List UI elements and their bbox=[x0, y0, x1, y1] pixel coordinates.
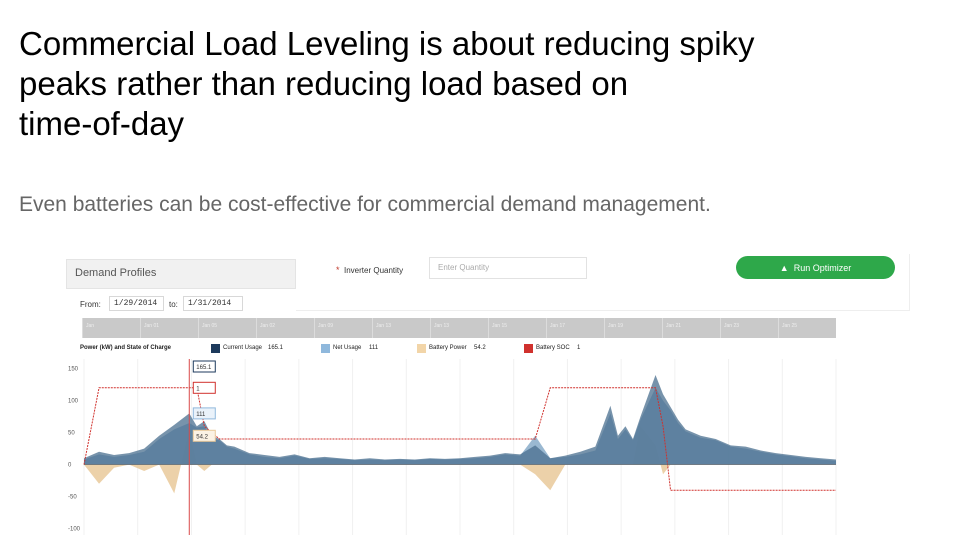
navigator-label: Jan 09 bbox=[318, 323, 334, 329]
tooltip-net-label: 111 bbox=[196, 412, 206, 418]
navigator-divider bbox=[430, 318, 431, 338]
slide-title-line-3: time-of-day bbox=[19, 105, 185, 142]
navigator-divider bbox=[778, 318, 779, 338]
navigator-divider bbox=[604, 318, 605, 338]
navigator-label: Jan 13 bbox=[434, 323, 450, 329]
navigator-label: Jan 01 bbox=[144, 323, 160, 329]
navigator-label: Jan bbox=[86, 323, 95, 329]
inverter-quantity-input[interactable]: Enter Quantity bbox=[429, 257, 587, 279]
legend-value-soc: 1 bbox=[577, 345, 581, 351]
navigator-divider bbox=[372, 318, 373, 338]
legend-swatch-battery bbox=[417, 344, 426, 353]
run-optimizer-button[interactable]: ▲ Run Optimizer bbox=[736, 256, 895, 279]
run-optimizer-label: Run Optimizer bbox=[793, 262, 852, 273]
y-tick-label: -100 bbox=[68, 527, 81, 533]
series-current-usage-area bbox=[84, 375, 836, 465]
navigator-label: Jan 21 bbox=[666, 323, 682, 329]
inverter-quantity-label: Inverter Quantity bbox=[344, 266, 404, 275]
legend-value-battery: 54.2 bbox=[474, 345, 486, 351]
y-tick-label: -50 bbox=[68, 495, 77, 501]
navigator-divider bbox=[256, 318, 257, 338]
navigator-label: Jan 25 bbox=[782, 323, 798, 329]
from-label: From: bbox=[80, 300, 101, 309]
required-marker: * bbox=[336, 265, 340, 275]
legend-title: Power (kW) and State of Charge bbox=[80, 345, 172, 351]
slide-subtitle: Even batteries can be cost-effective for… bbox=[19, 193, 711, 216]
navigator-label: Jan 02 bbox=[260, 323, 276, 329]
options-frame bbox=[296, 254, 910, 311]
legend-label-battery: Battery Power bbox=[429, 345, 467, 351]
legend-label-soc: Battery SOC bbox=[536, 345, 570, 351]
legend-swatch-net bbox=[321, 344, 330, 353]
legend-value-net: 111 bbox=[369, 345, 379, 351]
tooltip-soc-box bbox=[192, 381, 216, 394]
navigator-divider bbox=[82, 318, 83, 338]
tooltip-soc-label: 1 bbox=[196, 386, 200, 392]
tooltip-net-box bbox=[192, 407, 216, 420]
y-tick-label: 100 bbox=[68, 399, 79, 405]
legend-label-current: Current Usage bbox=[223, 345, 263, 351]
slide-title-line-1: Commercial Load Leveling is about reduci… bbox=[19, 25, 755, 62]
to-date-input[interactable]: 1/31/2014 bbox=[183, 296, 243, 311]
navigator-divider bbox=[546, 318, 547, 338]
tooltip-current-label: 165.1 bbox=[196, 365, 212, 371]
chart-legend: Power (kW) and State of Charge Current U… bbox=[80, 344, 840, 356]
to-label: to: bbox=[169, 300, 178, 309]
demand-app-screenshot: Demand Profiles * Inverter Quantity Ente… bbox=[66, 254, 912, 540]
legend-value-current: 165.1 bbox=[268, 345, 284, 351]
panel-title: Demand Profiles bbox=[75, 267, 157, 279]
navigator-label: Jan 13 bbox=[376, 323, 392, 329]
slide-title: Commercial Load Leveling is about reduci… bbox=[19, 24, 919, 144]
y-tick-label: 50 bbox=[68, 431, 75, 437]
navigator-label: Jan 15 bbox=[492, 323, 508, 329]
tooltip-current-box bbox=[192, 360, 216, 373]
run-icon: ▲ bbox=[779, 262, 789, 273]
navigator-divider bbox=[140, 318, 141, 338]
slide-title-line-2: peaks rather than reducing load based on bbox=[19, 65, 629, 102]
panel-header: Demand Profiles bbox=[66, 259, 296, 289]
tooltip-battery-box bbox=[192, 429, 216, 442]
series-battery-soc-line bbox=[83, 387, 836, 491]
legend-swatch-current bbox=[211, 344, 220, 353]
navigator-divider bbox=[198, 318, 199, 338]
navigator-label: Jan 23 bbox=[724, 323, 740, 329]
y-tick-label: 150 bbox=[68, 367, 79, 373]
navigator-label: Jan 19 bbox=[608, 323, 624, 329]
tooltip-battery-label: 54.2 bbox=[196, 434, 208, 440]
navigator-divider bbox=[488, 318, 489, 338]
legend-label-net: Net Usage bbox=[333, 345, 362, 351]
y-tick-label: 0 bbox=[68, 463, 72, 469]
navigator-label: Jan 17 bbox=[550, 323, 566, 329]
navigator-divider bbox=[720, 318, 721, 338]
date-range-navigator[interactable]: Jan Jan 01 Jan 05 Jan 02 Jan 09 Jan 13 Jan 13 J… bbox=[82, 318, 836, 338]
from-date-input[interactable]: 1/29/2014 bbox=[109, 296, 164, 311]
navigator-divider bbox=[662, 318, 663, 338]
navigator-divider bbox=[314, 318, 315, 338]
legend-swatch-soc bbox=[524, 344, 533, 353]
navigator-label: Jan 05 bbox=[202, 323, 218, 329]
